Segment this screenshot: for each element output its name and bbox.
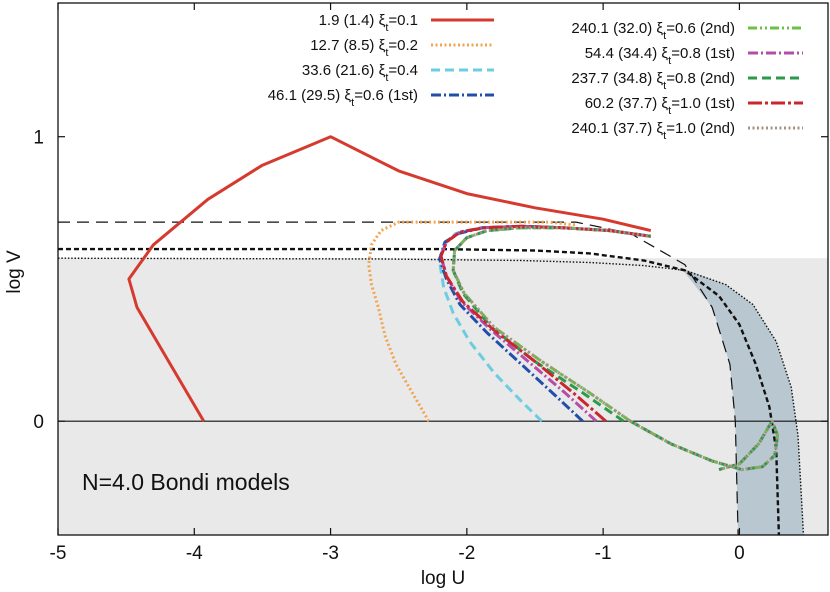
legend-entry: 54.4 (34.4) ξt=0.8 (1st) [585, 45, 803, 67]
y-tick-label: 0 [33, 412, 44, 433]
reference-line-short-dashed [58, 247, 781, 535]
gray-shaded-region [58, 258, 828, 535]
legend-label: 33.6 (21.6) ξt=0.4 [302, 62, 418, 84]
series-line-1 [367, 220, 577, 422]
series-line-3 [438, 224, 652, 423]
legend-label: 46.1 (29.5) ξt=0.6 (1st) [268, 87, 418, 109]
series-line-8 [451, 226, 652, 423]
legend-label: 60.2 (37.7) ξt=1.0 (1st) [585, 95, 735, 117]
legend-label: 1.9 (1.4) ξt=0.1 [319, 12, 418, 34]
series-loop-8 [629, 419, 780, 472]
y-tick-label: 1 [33, 128, 44, 149]
x-tick-label: -1 [595, 543, 612, 564]
legend-entry: 33.6 (21.6) ξt=0.4 [302, 62, 494, 84]
series-line-7 [439, 224, 652, 423]
annotation-label: N=4.0 Bondi models [82, 469, 290, 495]
x-tick-label: -4 [186, 543, 203, 564]
series-line-5 [439, 224, 652, 423]
x-tick-label: 0 [734, 543, 745, 564]
legend-entry: 237.7 (34.8) ξt=0.8 (2nd) [571, 70, 803, 92]
legend-label: 240.1 (37.7) ξt=1.0 (2nd) [571, 120, 735, 142]
legend-entry: 60.2 (37.7) ξt=1.0 (1st) [585, 95, 803, 117]
legend-label: 12.7 (8.5) ξt=0.2 [310, 37, 418, 59]
x-tick-label: -3 [322, 543, 339, 564]
x-axis-title: log U [421, 568, 465, 589]
legend-entry: 1.9 (1.4) ξt=0.1 [319, 12, 494, 34]
legend-entry: 12.7 (8.5) ξt=0.2 [310, 37, 494, 59]
x-tick-label: -5 [50, 543, 67, 564]
plot-frame [57, 2, 829, 536]
series-line-0 [127, 135, 652, 422]
legend-entry: 240.1 (32.0) ξt=0.6 (2nd) [571, 20, 803, 42]
legend-label: 54.4 (34.4) ξt=0.8 (1st) [585, 45, 735, 67]
x-tick-label: -2 [458, 543, 475, 564]
y-axis-title: log V [4, 250, 25, 294]
legend-label: 237.7 (34.8) ξt=0.8 (2nd) [571, 70, 735, 92]
legend-entry: 46.1 (29.5) ξt=0.6 (1st) [268, 87, 494, 109]
legend-label: 240.1 (32.0) ξt=0.6 (2nd) [571, 20, 735, 42]
legend-entry: 240.1 (37.7) ξt=1.0 (2nd) [571, 120, 803, 142]
blue-shaded-region [680, 267, 804, 535]
